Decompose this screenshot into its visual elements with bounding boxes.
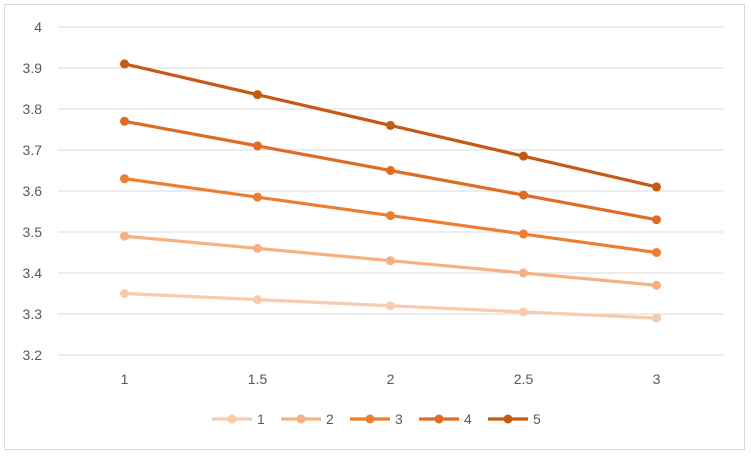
data-point bbox=[652, 182, 661, 192]
data-point bbox=[519, 229, 528, 239]
legend-swatch-marker bbox=[365, 414, 375, 424]
data-point bbox=[652, 313, 661, 323]
data-point bbox=[120, 231, 129, 241]
legend-item: 5 bbox=[488, 411, 541, 427]
legend-item: 3 bbox=[350, 411, 403, 427]
data-point bbox=[120, 116, 129, 126]
legend-swatch-marker bbox=[227, 414, 237, 424]
data-point bbox=[120, 289, 129, 298]
legend-label: 2 bbox=[326, 411, 334, 427]
y-tick-label: 4 bbox=[34, 19, 42, 35]
data-point bbox=[386, 301, 395, 311]
data-point bbox=[386, 256, 395, 266]
series-4 bbox=[120, 116, 661, 225]
series-3 bbox=[120, 174, 661, 257]
y-tick-label: 3.3 bbox=[23, 306, 43, 322]
data-point bbox=[386, 120, 395, 130]
data-point bbox=[253, 141, 262, 151]
series-2 bbox=[120, 231, 661, 290]
data-point bbox=[652, 215, 661, 225]
data-point bbox=[253, 295, 262, 305]
legend-item: 2 bbox=[281, 411, 334, 427]
data-point bbox=[253, 192, 262, 202]
chart-frame bbox=[4, 4, 745, 450]
x-tick-label: 2 bbox=[387, 371, 395, 387]
legend: 1 2 3 4 5 bbox=[212, 411, 541, 427]
x-axis-tick-labels: 1 1.5 2 2.5 3 bbox=[121, 371, 661, 387]
y-tick-label: 3.9 bbox=[23, 60, 43, 76]
y-tick-label: 3.6 bbox=[23, 183, 43, 199]
series-lines bbox=[120, 59, 661, 323]
legend-swatch-marker bbox=[503, 414, 513, 424]
data-point bbox=[652, 280, 661, 290]
y-tick-label: 3.5 bbox=[23, 224, 43, 240]
legend-label: 4 bbox=[464, 411, 472, 427]
y-axis-tick-labels: 3.2 3.3 3.4 3.5 3.6 3.7 3.8 3.9 4 bbox=[23, 19, 43, 363]
y-tick-label: 3.4 bbox=[23, 265, 43, 281]
data-point bbox=[120, 59, 129, 69]
x-tick-label: 1 bbox=[121, 371, 129, 387]
x-tick-label: 1.5 bbox=[248, 371, 268, 387]
legend-item: 1 bbox=[212, 411, 265, 427]
data-point bbox=[386, 166, 395, 175]
data-point bbox=[386, 211, 395, 221]
data-point bbox=[253, 243, 262, 253]
data-point bbox=[519, 151, 528, 161]
y-tick-label: 3.8 bbox=[23, 101, 43, 117]
legend-item: 4 bbox=[419, 411, 472, 427]
data-point bbox=[120, 174, 129, 184]
series-5 bbox=[120, 59, 661, 192]
series-1 bbox=[120, 289, 661, 323]
data-point bbox=[519, 268, 528, 278]
y-tick-label: 3.7 bbox=[23, 142, 43, 158]
data-point bbox=[253, 90, 262, 100]
data-point bbox=[519, 307, 528, 317]
legend-label: 5 bbox=[533, 411, 541, 427]
legend-swatch-marker bbox=[434, 414, 444, 424]
legend-label: 3 bbox=[395, 411, 403, 427]
legend-swatch-marker bbox=[296, 414, 306, 424]
data-point bbox=[519, 190, 528, 200]
x-tick-label: 2.5 bbox=[514, 371, 534, 387]
y-tick-label: 3.2 bbox=[23, 347, 43, 363]
gridlines bbox=[58, 26, 723, 356]
x-tick-label: 3 bbox=[653, 371, 661, 387]
data-point bbox=[652, 248, 661, 257]
legend-label: 1 bbox=[257, 411, 265, 427]
